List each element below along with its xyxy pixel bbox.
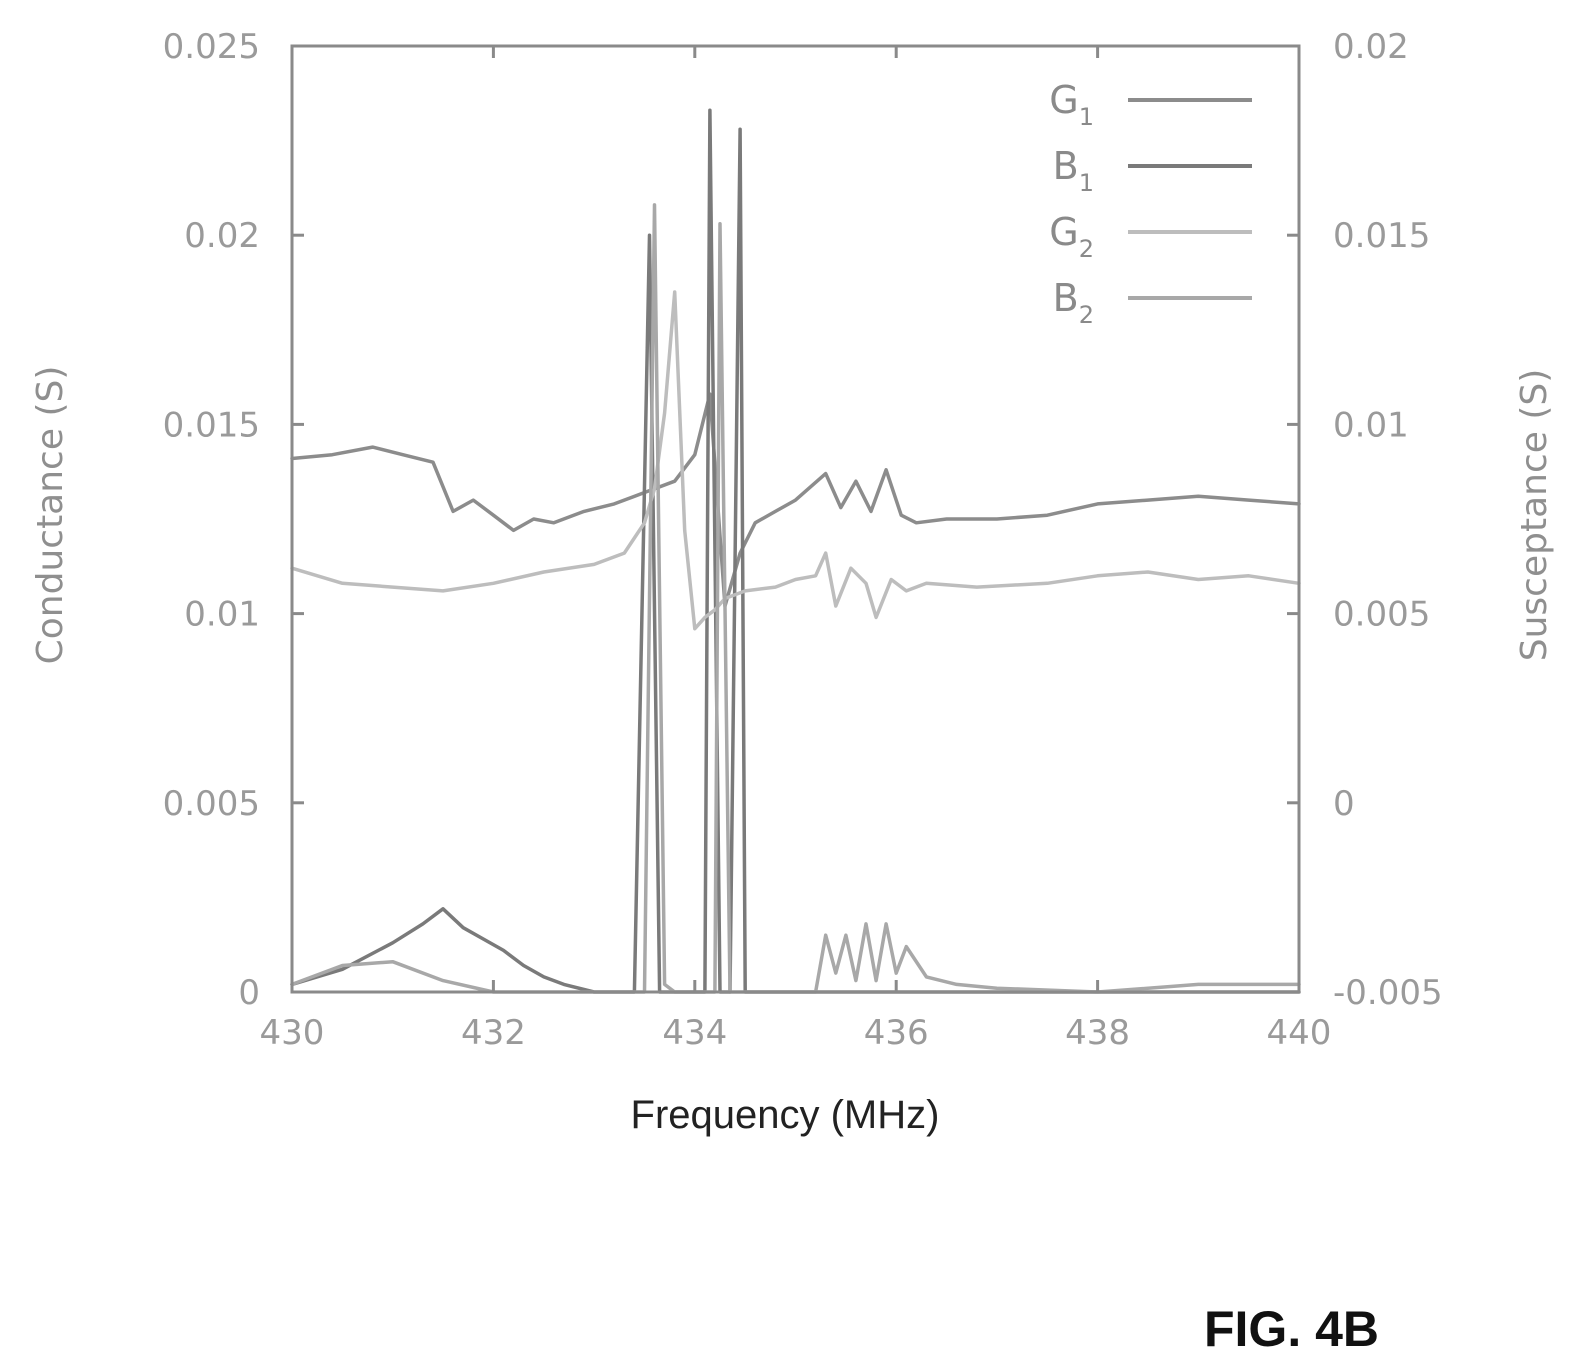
x-axis-label: Frequency (MHz) bbox=[631, 1093, 940, 1137]
legend-label-subscript: 1 bbox=[1079, 169, 1094, 197]
y-tick-label-left: 0.025 bbox=[163, 27, 260, 67]
y-tick-label-right: -0.005 bbox=[1333, 973, 1443, 1013]
y-tick-label-left: 0.005 bbox=[163, 784, 260, 824]
legend-label-base: B bbox=[1053, 144, 1079, 188]
x-tick-label: 430 bbox=[260, 1013, 325, 1053]
y-tick-label-left: 0.02 bbox=[184, 216, 260, 256]
legend-label: B1 bbox=[1053, 144, 1094, 197]
plot-frame bbox=[290, 44, 1301, 994]
y-tick-label-left: 0 bbox=[238, 973, 260, 1013]
y-tick-label-right: 0.01 bbox=[1333, 405, 1409, 445]
x-tick-label: 436 bbox=[864, 1013, 929, 1053]
y-axis-label-right: Susceptance (S) bbox=[1514, 369, 1555, 662]
y-tick-label-left: 0.01 bbox=[184, 595, 260, 635]
legend-label: G1 bbox=[1049, 78, 1094, 131]
y-tick-label-left: 0.015 bbox=[163, 405, 260, 445]
legend-label-base: G bbox=[1049, 78, 1078, 122]
y-tick-label-right: 0 bbox=[1333, 784, 1355, 824]
y-tick-label-right: 0.015 bbox=[1333, 216, 1430, 256]
figure-label: FIG. 4B bbox=[1204, 1301, 1380, 1357]
y-tick-label-right: 0.005 bbox=[1333, 595, 1430, 635]
series-line-b2 bbox=[290, 203, 1301, 994]
x-tick-label: 438 bbox=[1065, 1013, 1130, 1053]
legend-label-subscript: 2 bbox=[1079, 235, 1094, 263]
tick-layer: 430 432 434 436 438 440 0 0.005 0.01 0.015 0.02 0.0… bbox=[163, 27, 1443, 1053]
legend-label: G2 bbox=[1049, 210, 1094, 263]
series-line-g2 bbox=[290, 290, 1301, 631]
legend-label: B2 bbox=[1053, 276, 1094, 329]
y-axis-label-left: Conductance (S) bbox=[30, 366, 71, 665]
x-tick-label: 440 bbox=[1267, 1013, 1332, 1053]
legend-label-subscript: 2 bbox=[1079, 301, 1094, 329]
series-layer bbox=[290, 108, 1301, 994]
series-line-g1 bbox=[290, 392, 1301, 608]
legend-label-base: B bbox=[1053, 276, 1079, 320]
x-tick-label: 434 bbox=[662, 1013, 727, 1053]
legend-label-subscript: 1 bbox=[1079, 103, 1094, 131]
y-tick-label-right: 0.02 bbox=[1333, 27, 1409, 67]
series-line-b1 bbox=[290, 108, 1301, 994]
legend-label-base: G bbox=[1049, 210, 1078, 254]
x-tick-label: 432 bbox=[461, 1013, 526, 1053]
